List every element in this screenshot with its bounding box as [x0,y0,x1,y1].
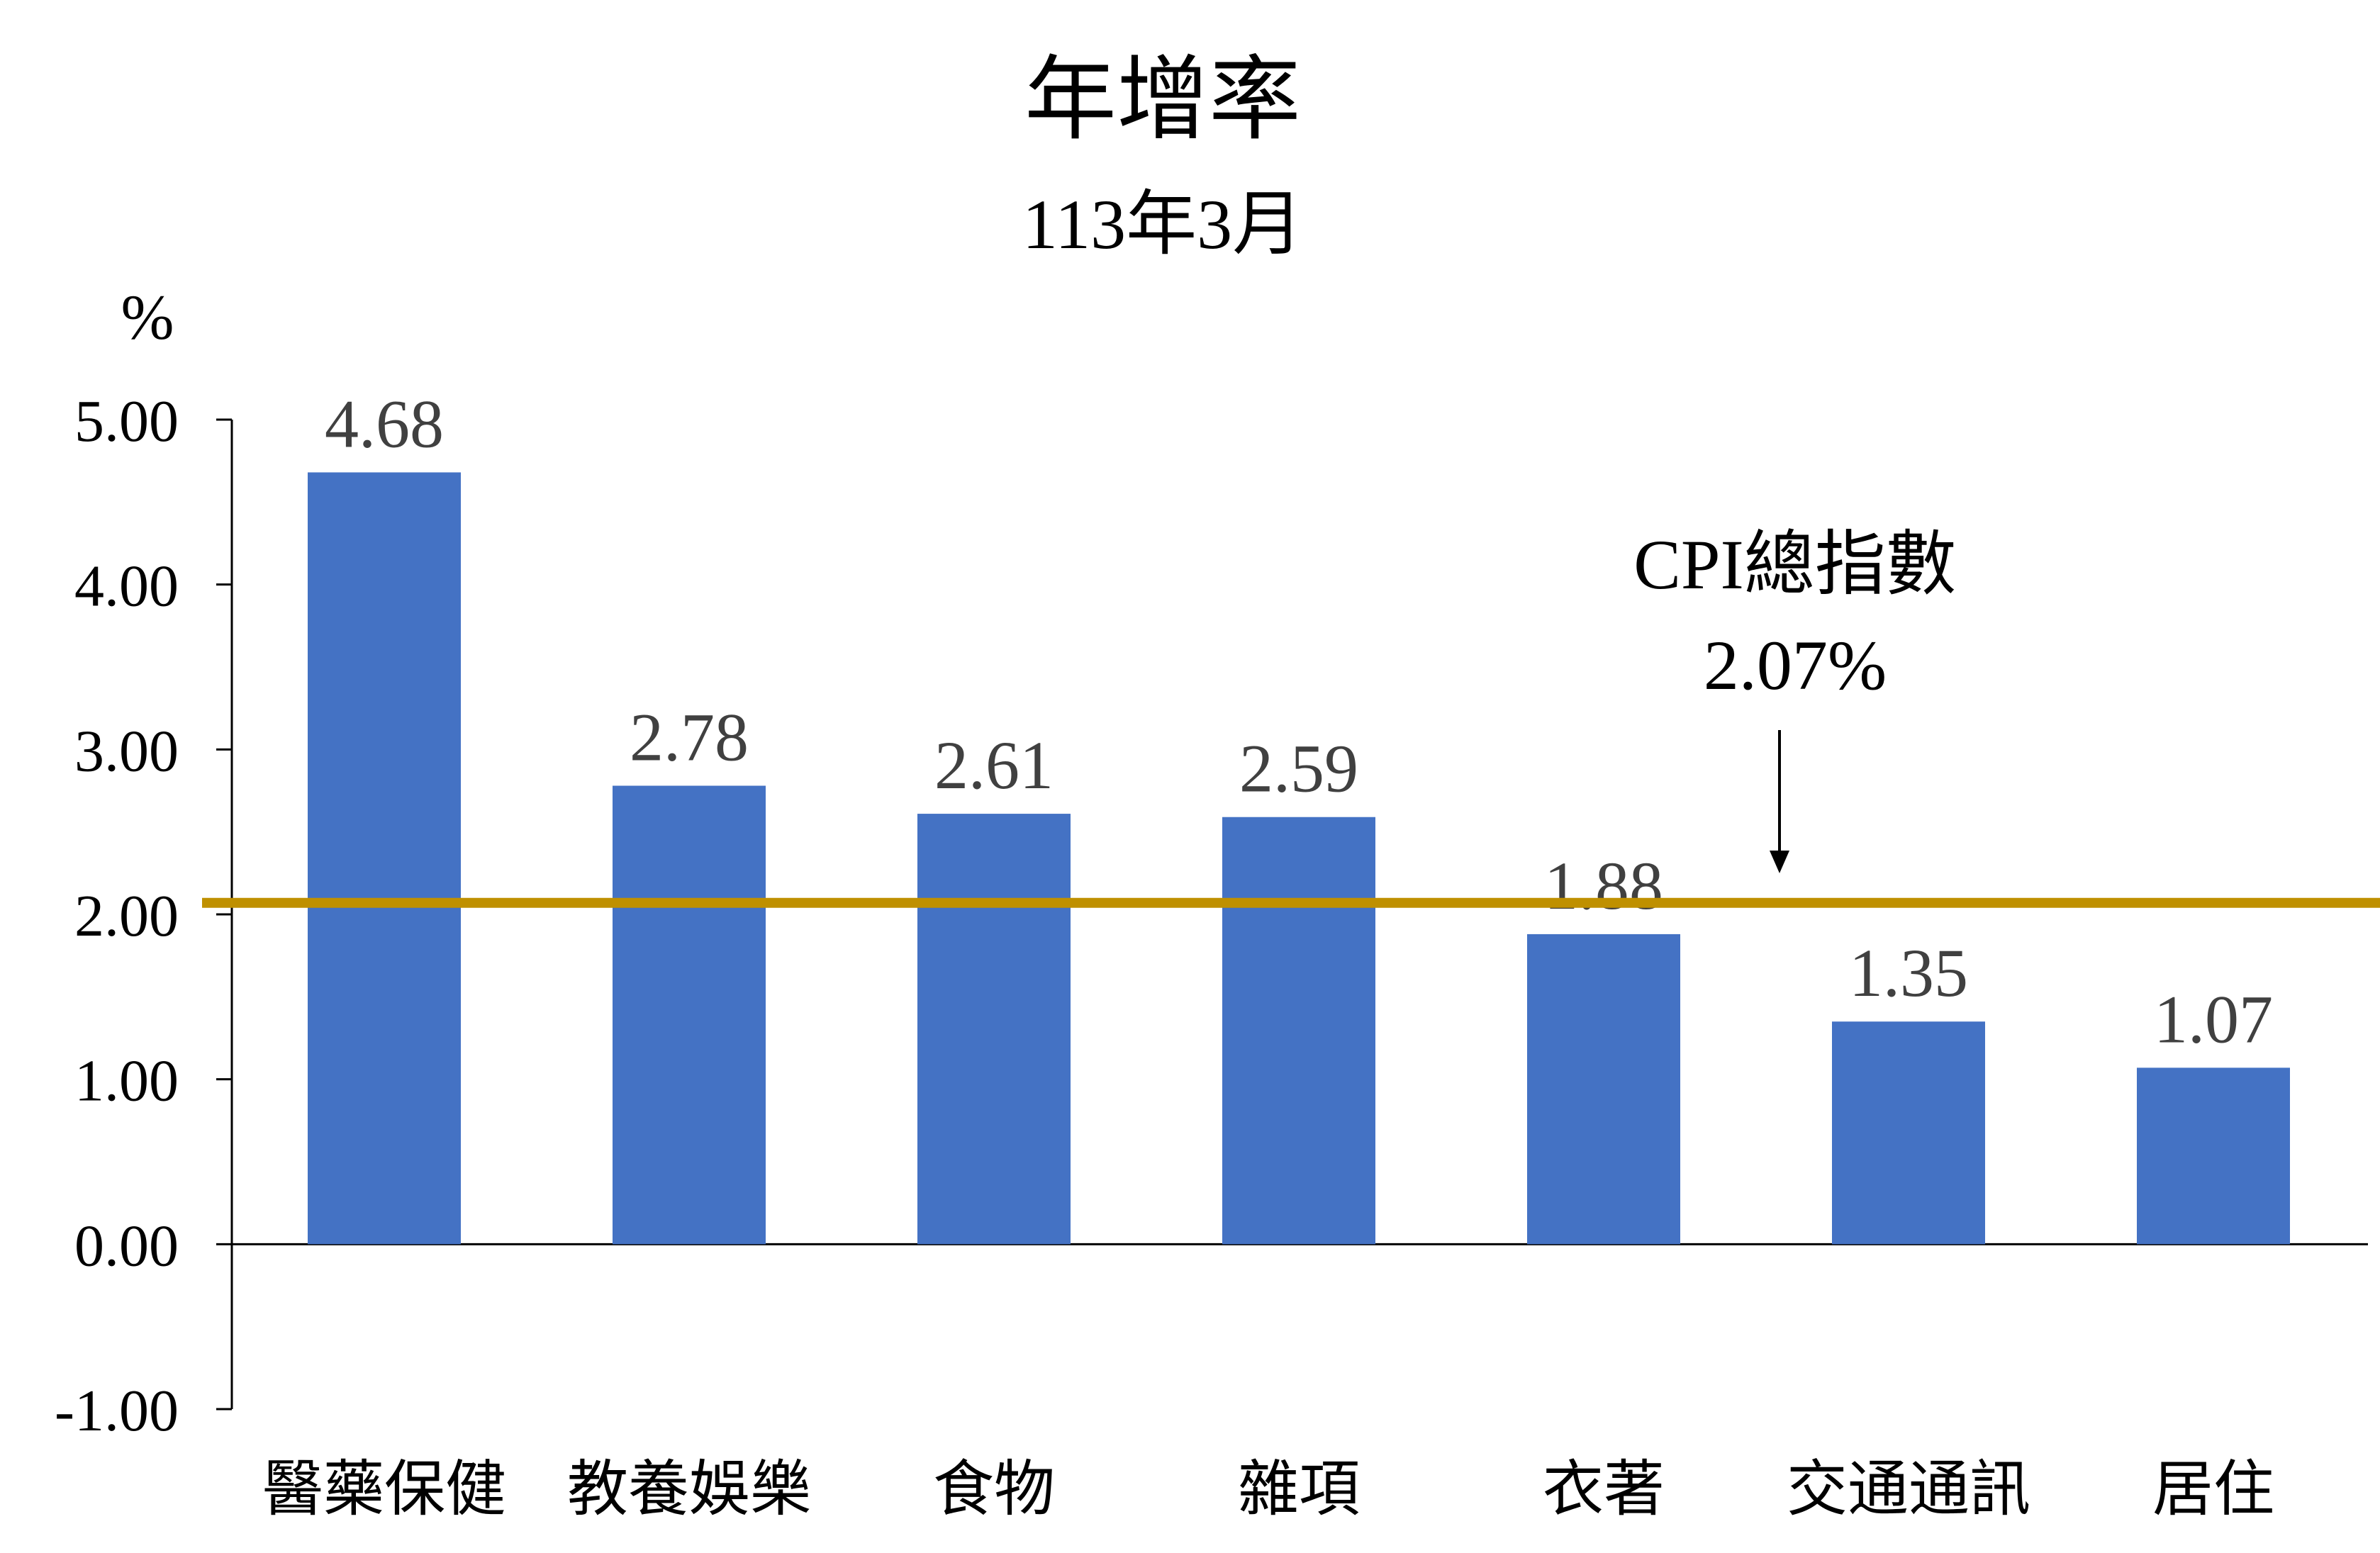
y-tick-label: 3.00 [74,718,179,784]
category-label: 衣著 [1543,1455,1665,1523]
cpi-arrow-head [1770,851,1789,873]
bar [1222,817,1375,1245]
y-tick-label: 2.00 [74,883,179,949]
bar [2137,1067,2290,1245]
bars [308,472,2290,1245]
category-label: 交通通訊 [1787,1455,2030,1523]
chart-title: 年增率 [1024,50,1301,152]
data-label: 1.35 [1849,935,1968,1011]
y-tick-label: -1.00 [55,1378,179,1444]
y-tick-label: 1.00 [74,1048,179,1114]
cpi-label: CPI總指數 [1633,525,1957,604]
y-tick-label: 0.00 [74,1213,179,1279]
data-label: 2.61 [934,727,1054,803]
bar [308,472,461,1245]
bar [613,785,766,1245]
category-label: 醫藥保健 [262,1455,506,1523]
data-label: 2.59 [1239,731,1358,807]
bar [1527,934,1680,1245]
bar [917,814,1071,1245]
y-axis-unit: % [121,283,174,353]
cpi-value-label: 2.07% [1704,626,1887,705]
category-label: 居住 [2152,1455,2274,1523]
category-label: 食物 [933,1455,1055,1523]
data-label: 2.78 [630,700,749,775]
data-label: 1.88 [1544,848,1663,924]
data-labels: 4.68 2.78 2.61 2.59 1.88 1.35 1.07 [325,386,2273,1057]
x-axis-labels: 醫藥保健 教養娛樂 食物 雜項 衣著 交通通訊 居住 [262,1455,2274,1523]
chart-subtitle: 113年3月 [1022,185,1303,264]
category-label: 雜項 [1238,1455,1360,1523]
category-label: 教養娛樂 [567,1455,811,1523]
data-label: 1.07 [2154,981,2273,1057]
y-tick-label: 5.00 [74,388,179,454]
bar [1832,1021,1985,1245]
data-label: 4.68 [325,386,444,461]
y-tick-label: 4.00 [74,554,179,619]
